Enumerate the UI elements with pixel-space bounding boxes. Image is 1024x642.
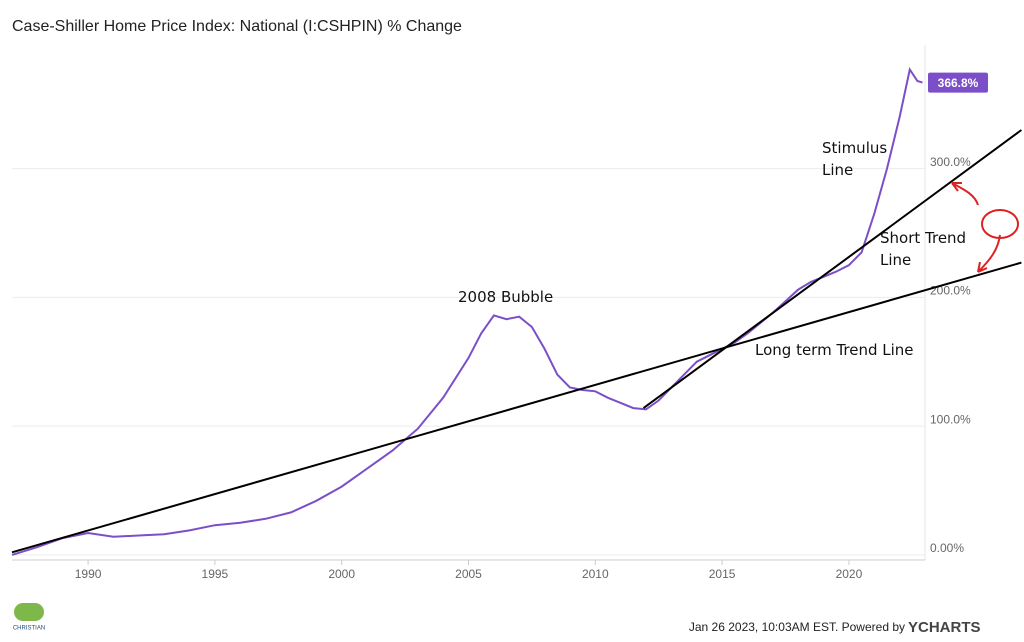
trend-label: Short Trend Line: [880, 229, 967, 269]
x-tick-label: 1990: [75, 567, 102, 581]
y-tick-label: 0.00%: [930, 541, 964, 555]
annotation: 2008 Bubble: [458, 288, 554, 306]
price-line: [11, 66, 923, 556]
logo-mark: [14, 603, 44, 621]
y-tick-label: 200.0%: [930, 284, 971, 298]
footer: Jan 26 2023, 10:03AM EST. Powered by: [689, 620, 905, 634]
chart-title: Case-Shiller Home Price Index: National …: [12, 18, 462, 35]
y-tick-label: 100.0%: [930, 412, 971, 426]
trend-line: [642, 129, 1022, 409]
logo-text: CHRISTIAN: [13, 626, 45, 632]
x-tick-label: 2015: [709, 567, 736, 581]
brand: YCHARTS: [908, 619, 981, 636]
red-arrow: [951, 182, 1001, 273]
x-tick-label: 2000: [328, 567, 355, 581]
value-label-box: [928, 72, 988, 93]
y-tick-label: 300.0%: [930, 155, 971, 169]
value-label: 366.8%: [938, 76, 979, 90]
x-tick-label: 1995: [202, 567, 229, 581]
x-tick-label: 2010: [582, 567, 609, 581]
x-tick-label: 2005: [455, 567, 482, 581]
annotation: Stimulus Line: [822, 139, 888, 179]
red-loop: [981, 209, 1019, 239]
x-tick-label: 2020: [836, 567, 863, 581]
trend-label: Long term Trend Line: [755, 341, 914, 359]
trend-line: [11, 261, 1022, 554]
